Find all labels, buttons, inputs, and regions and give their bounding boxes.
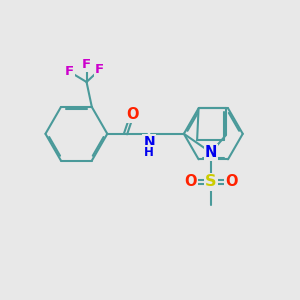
Text: O: O xyxy=(126,107,138,122)
Text: N: N xyxy=(205,145,217,160)
Text: F: F xyxy=(95,63,104,76)
Text: N: N xyxy=(143,135,155,149)
Text: S: S xyxy=(205,174,217,189)
Text: O: O xyxy=(225,174,238,189)
Text: H: H xyxy=(144,146,154,159)
Text: O: O xyxy=(184,174,196,189)
Text: F: F xyxy=(82,58,91,71)
Text: F: F xyxy=(65,65,74,78)
